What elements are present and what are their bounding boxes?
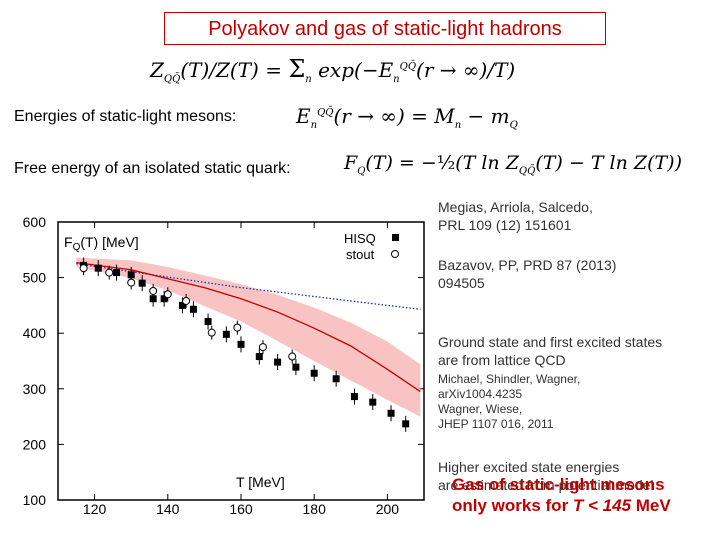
hisq-point <box>160 295 168 303</box>
x-tick-label: 120 <box>83 501 107 517</box>
y-tick-label: 200 <box>23 436 47 452</box>
hisq-point <box>149 295 157 303</box>
free-energy-label: Free energy of an isolated static quark: <box>14 160 291 177</box>
hisq-point <box>310 369 318 377</box>
hisq-point <box>274 358 282 366</box>
x-tick-label: 140 <box>156 501 180 517</box>
stout-point <box>163 290 172 299</box>
legend-stout-label: stout <box>346 247 375 262</box>
partition-equation: ZQQ̄(T)/Z(T) = Σn exp(−EnQQ̄(r → ∞)/T) <box>150 55 516 85</box>
slide-title: Polyakov and gas of static-light hadrons <box>164 12 606 45</box>
legend-stout-marker <box>391 250 399 258</box>
stout-point <box>79 264 88 273</box>
higher-excited-note: Higher excited state energies are estimat… <box>438 459 654 493</box>
energies-equation: EnQQ̄(r → ∞) = Mn − mQ <box>296 104 518 131</box>
stout-point <box>258 343 267 352</box>
x-tick-label: 200 <box>376 501 400 517</box>
x-tick-label: 160 <box>229 501 253 517</box>
stout-point <box>105 268 114 277</box>
hisq-point <box>178 301 186 309</box>
free-energy-equation: FQ(T) = −½(T ln ZQQ̄(T) − T ln Z(T)) <box>344 152 683 177</box>
hisq-point <box>369 398 377 406</box>
ref-megias: Megias, Arriola, Salcedo, PRL 109 (12) 15… <box>438 199 593 233</box>
stout-point <box>207 328 216 337</box>
hisq-point <box>138 279 146 287</box>
hisq-point <box>387 409 395 417</box>
stout-point <box>288 352 297 361</box>
stout-point <box>182 296 191 305</box>
y-tick-label: 600 <box>23 214 47 230</box>
hisq-point <box>350 393 358 401</box>
hisq-point <box>255 353 263 361</box>
hisq-point <box>189 305 197 313</box>
y-tick-label: 100 <box>23 492 47 508</box>
x-axis-label: T [MeV] <box>236 474 285 490</box>
hisq-point <box>94 264 102 272</box>
y-tick-label: 300 <box>23 381 47 397</box>
stout-point <box>233 323 242 332</box>
x-tick-label: 180 <box>303 501 327 517</box>
central-curve <box>76 261 421 393</box>
legend-hisq-label: HISQ <box>344 231 376 246</box>
hisq-point <box>204 318 212 326</box>
ref-bazavov: Bazavov, PP, PRD 87 (2013) 094505 <box>438 257 617 291</box>
y-axis-label: FQ(T) [MeV] <box>64 234 139 253</box>
hisq-point <box>332 375 340 383</box>
stout-point <box>149 286 158 295</box>
stout-point <box>127 278 136 287</box>
hisq-point <box>402 420 410 428</box>
gas-limit-note: Gas of static-light mesons only works fo… <box>452 475 671 515</box>
y-tick-label: 400 <box>23 325 47 341</box>
ref-michael-wagner: Michael, Shindler, Wagner, arXiv1004.4235… <box>438 372 581 431</box>
y-tick-label: 500 <box>23 270 47 286</box>
hisq-point <box>222 330 230 338</box>
energies-label: Energies of static-light mesons: <box>14 108 237 125</box>
hisq-point <box>237 340 245 348</box>
hisq-point <box>292 363 300 371</box>
free-energy-chart: 100 200 300 400 500 600 120 140 160 180 200 FQ(T)… <box>23 214 425 517</box>
hisq-point <box>127 271 135 279</box>
hisq-point <box>113 269 121 277</box>
legend-hisq-marker <box>392 234 399 241</box>
ground-state-note: Ground state and first excited states are… <box>438 334 663 368</box>
